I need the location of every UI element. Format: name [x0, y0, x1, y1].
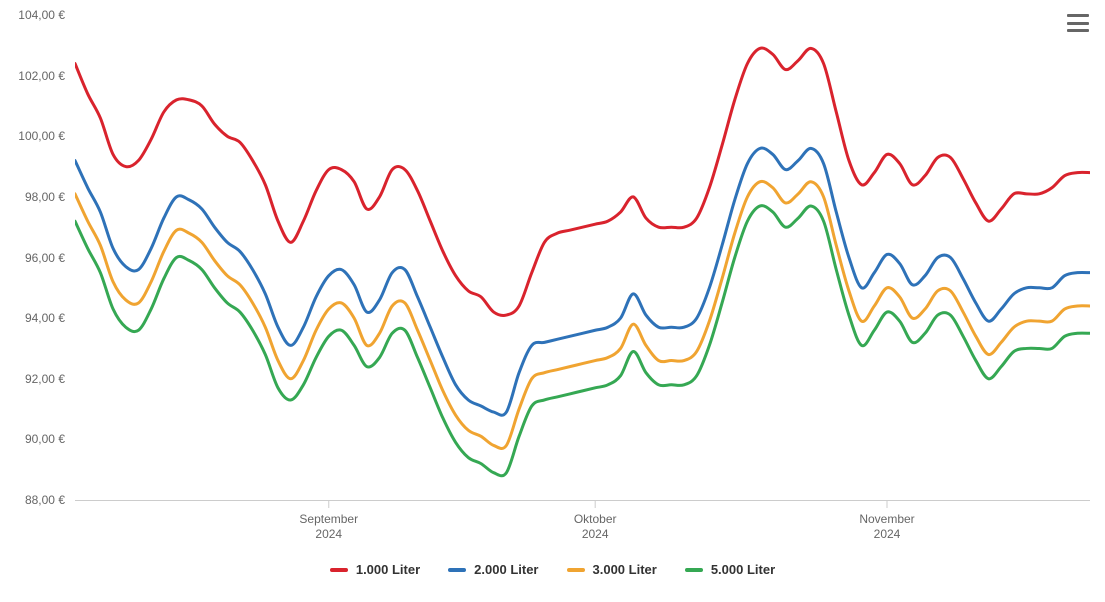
legend-label: 3.000 Liter — [593, 562, 657, 577]
legend-swatch — [448, 568, 466, 572]
price-chart: 88,00 € 90,00 € 92,00 € 94,00 € 96,00 € 98,00… — [0, 0, 1105, 602]
legend: 1.000 Liter 2.000 Liter 3.000 Liter 5.000 L… — [0, 562, 1105, 577]
legend-label: 2.000 Liter — [474, 562, 538, 577]
y-tick-label: 100,00 € — [18, 129, 65, 143]
y-tick-label: 94,00 € — [25, 311, 65, 325]
y-tick-label: 88,00 € — [25, 493, 65, 507]
y-tick-label: 92,00 € — [25, 372, 65, 386]
legend-item[interactable]: 2.000 Liter — [448, 562, 538, 577]
y-axis: 88,00 €90,00 €92,00 €94,00 €96,00 €98,00… — [0, 15, 65, 500]
plot-area — [75, 15, 1090, 512]
legend-label: 5.000 Liter — [711, 562, 775, 577]
series-line — [75, 206, 1090, 476]
y-tick-label: 96,00 € — [25, 251, 65, 265]
legend-item[interactable]: 3.000 Liter — [567, 562, 657, 577]
y-tick-label: 90,00 € — [25, 432, 65, 446]
legend-item[interactable]: 1.000 Liter — [330, 562, 420, 577]
x-tick-label: November2024 — [859, 512, 914, 542]
legend-label: 1.000 Liter — [356, 562, 420, 577]
legend-swatch — [685, 568, 703, 572]
y-tick-label: 102,00 € — [18, 69, 65, 83]
legend-swatch — [567, 568, 585, 572]
legend-swatch — [330, 568, 348, 572]
y-tick-label: 104,00 € — [18, 8, 65, 22]
series-line — [75, 148, 1090, 415]
x-tick-label: Oktober2024 — [574, 512, 617, 542]
x-tick-label: September2024 — [299, 512, 358, 542]
y-tick-label: 98,00 € — [25, 190, 65, 204]
legend-item[interactable]: 5.000 Liter — [685, 562, 775, 577]
